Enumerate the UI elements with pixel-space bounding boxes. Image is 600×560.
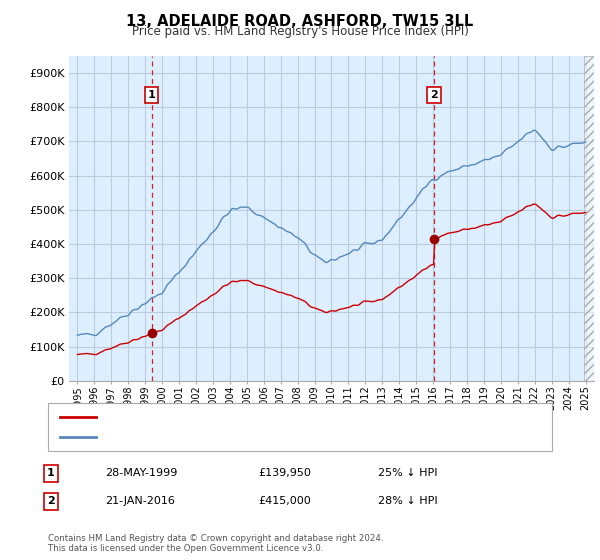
Text: 2: 2 [430,90,438,100]
Text: £139,950: £139,950 [258,468,311,478]
Text: HPI: Average price, detached house, Spelthorne: HPI: Average price, detached house, Spel… [102,432,352,442]
Text: 13, ADELAIDE ROAD, ASHFORD, TW15 3LL: 13, ADELAIDE ROAD, ASHFORD, TW15 3LL [127,14,473,29]
Text: 1: 1 [47,468,55,478]
Text: 28-MAY-1999: 28-MAY-1999 [105,468,178,478]
Text: 13, ADELAIDE ROAD, ASHFORD, TW15 3LL (detached house): 13, ADELAIDE ROAD, ASHFORD, TW15 3LL (de… [102,412,418,422]
Text: 25% ↓ HPI: 25% ↓ HPI [378,468,437,478]
Text: 28% ↓ HPI: 28% ↓ HPI [378,496,437,506]
Text: £415,000: £415,000 [258,496,311,506]
Text: Contains HM Land Registry data © Crown copyright and database right 2024.
This d: Contains HM Land Registry data © Crown c… [48,534,383,553]
Text: 1: 1 [148,90,155,100]
Text: 21-JAN-2016: 21-JAN-2016 [105,496,175,506]
Text: Price paid vs. HM Land Registry's House Price Index (HPI): Price paid vs. HM Land Registry's House … [131,25,469,38]
Text: 2: 2 [47,496,55,506]
